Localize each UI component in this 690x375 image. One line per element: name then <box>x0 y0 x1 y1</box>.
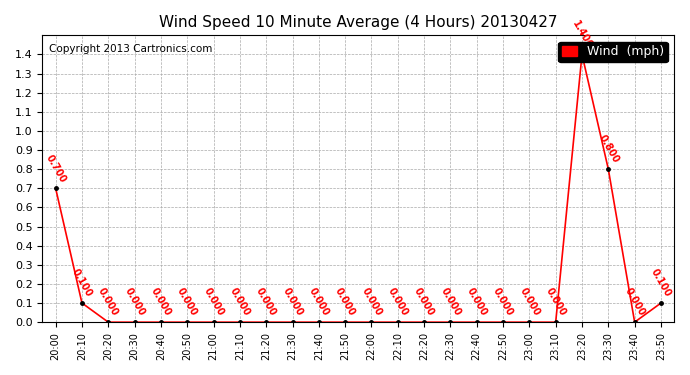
Text: 0.000: 0.000 <box>280 286 304 318</box>
Text: 0.100: 0.100 <box>649 267 673 299</box>
Text: 0.000: 0.000 <box>491 286 515 318</box>
Text: Copyright 2013 Cartronics.com: Copyright 2013 Cartronics.com <box>49 44 212 54</box>
Text: 0.000: 0.000 <box>622 286 647 318</box>
Text: 0.000: 0.000 <box>307 286 331 318</box>
Text: 0.000: 0.000 <box>149 286 173 318</box>
Text: 0.000: 0.000 <box>386 286 410 318</box>
Title: Wind Speed 10 Minute Average (4 Hours) 20130427: Wind Speed 10 Minute Average (4 Hours) 2… <box>159 15 558 30</box>
Text: 0.000: 0.000 <box>123 286 146 318</box>
Text: 0.000: 0.000 <box>438 286 462 318</box>
Text: 0.700: 0.700 <box>43 153 68 184</box>
Text: 0.000: 0.000 <box>228 286 252 318</box>
Text: 0.000: 0.000 <box>96 286 120 318</box>
Legend: Wind  (mph): Wind (mph) <box>558 42 668 62</box>
Text: 0.000: 0.000 <box>201 286 226 318</box>
Text: 0.000: 0.000 <box>333 286 357 318</box>
Text: 0.000: 0.000 <box>518 286 542 318</box>
Text: 0.000: 0.000 <box>175 286 199 318</box>
Text: 0.000: 0.000 <box>254 286 278 318</box>
Text: 0.000: 0.000 <box>412 286 436 318</box>
Text: 0.000: 0.000 <box>359 286 384 318</box>
Text: 0.100: 0.100 <box>70 267 94 299</box>
Text: 0.800: 0.800 <box>596 133 620 165</box>
Text: 1.400: 1.400 <box>570 19 594 50</box>
Text: 0.000: 0.000 <box>464 286 489 318</box>
Text: 0.000: 0.000 <box>544 286 568 318</box>
